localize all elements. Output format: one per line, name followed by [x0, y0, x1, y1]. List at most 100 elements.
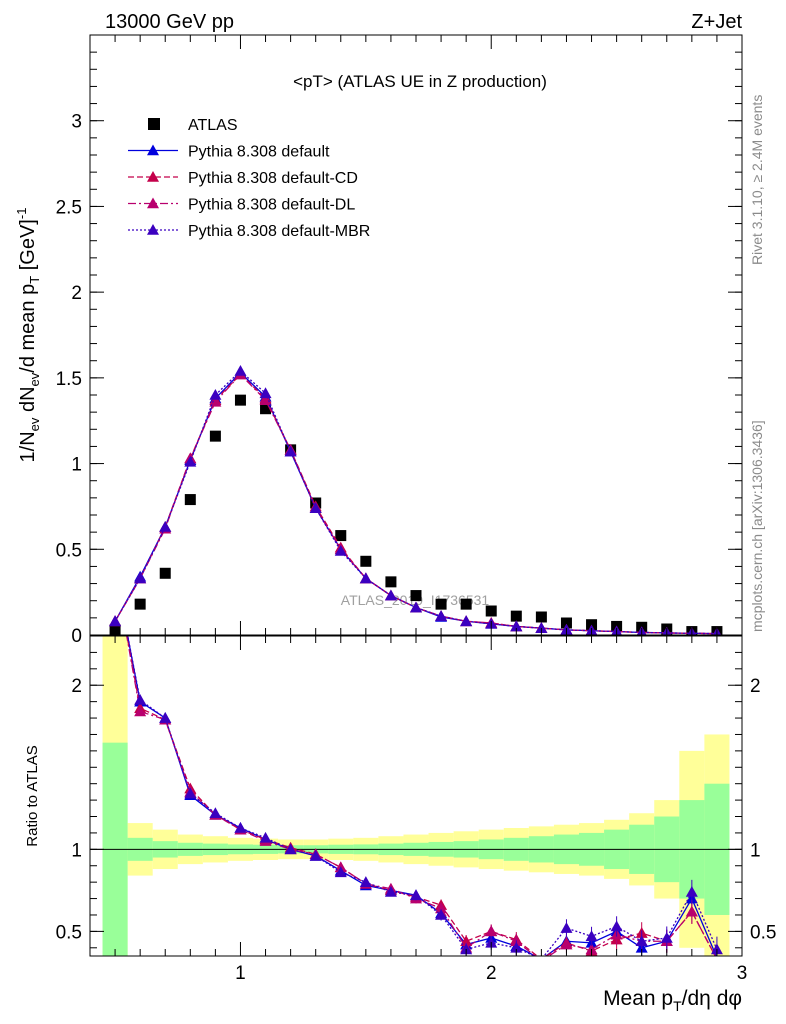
- ratio-point: [410, 889, 422, 901]
- ratio-panel: 0.5 0.5 1 1 2 2 1 2 3: [56, 635, 776, 984]
- ratio-point: [485, 925, 498, 937]
- mc-point: [510, 620, 523, 632]
- mc-point: [435, 610, 448, 621]
- mcplots-label: mcplots.cern.ch [arXiv:1306.3436]: [749, 420, 765, 632]
- legend-marker: [147, 224, 159, 235]
- mc-point: [410, 601, 422, 613]
- mc-point: [209, 395, 222, 407]
- main-y-axis-title: 1/Nev dNev/d mean pT [GeV]-1: [14, 208, 42, 463]
- uncertainty-band-outer: [102, 636, 730, 956]
- ratio-y-tick-label-right: 0.5: [750, 922, 776, 943]
- mc-point: [535, 622, 548, 633]
- atlas-data-point: [134, 598, 146, 610]
- atlas-data-point: [485, 605, 497, 617]
- ratio-point: [710, 943, 723, 955]
- mc-point: [234, 365, 247, 376]
- ratio-point: [159, 712, 172, 723]
- legend-marker: [147, 144, 159, 156]
- mc-point: [109, 615, 122, 627]
- main-title: <pT> (ATLAS UE in Z production): [293, 72, 547, 91]
- header-right: Z+Jet: [691, 11, 742, 33]
- legend-marker: [147, 197, 159, 209]
- ratio-y-tick-label: 1: [71, 840, 82, 861]
- legend: ATLAS Pythia 8.308 default Pythia 8.308 de…: [128, 117, 370, 240]
- x-tick-label: 1: [235, 963, 246, 984]
- ratio-point: [384, 886, 397, 897]
- atlas-data-point: [159, 567, 171, 579]
- ratio-y-tick-label: 0.5: [56, 922, 82, 943]
- atlas-data-point: [435, 598, 447, 610]
- legend-label: ATLAS: [188, 117, 238, 134]
- mc-point: [184, 455, 197, 467]
- legend-label: Pythia 8.308 default-CD: [188, 170, 358, 187]
- ratio-point: [134, 694, 147, 705]
- mc-point: [284, 445, 297, 457]
- atlas-data-point: [460, 598, 472, 610]
- mc-point: [334, 545, 347, 556]
- ratio-point: [685, 886, 698, 897]
- mc-point: [259, 387, 272, 399]
- ratio-point: [309, 849, 322, 861]
- ratio-point: [610, 920, 623, 932]
- ratio-y-tick-label-right: 1: [750, 840, 761, 861]
- main-y-tick-label: 0: [71, 626, 82, 647]
- ratio-y-axis-title: Ratio to ATLAS: [24, 745, 41, 846]
- main-y-tick-label: 0.5: [56, 540, 82, 561]
- mc-point: [134, 572, 147, 584]
- ratio-point: [435, 902, 448, 914]
- main-y-tick-label: 2.5: [56, 197, 82, 218]
- atlas-data-point: [184, 494, 196, 506]
- legend-marker-atlas: [148, 118, 160, 130]
- ratio-point: [209, 807, 222, 819]
- mc-point: [460, 615, 473, 627]
- ratio-point: [134, 705, 147, 717]
- legend-label: Pythia 8.308 default: [188, 144, 330, 161]
- atlas-data-point: [209, 430, 221, 442]
- atlas-data-point: [510, 610, 522, 622]
- ratio-point: [685, 905, 698, 917]
- x-tick-label: 3: [737, 963, 748, 984]
- x-axis-title: Mean pT/dη dφ: [603, 987, 742, 1014]
- ratio-point: [284, 843, 297, 855]
- ratio-point: [435, 908, 448, 920]
- ratio-point: [334, 866, 347, 878]
- atlas-data-point: [234, 394, 246, 406]
- header-left: 13000 GeV pp: [105, 11, 234, 33]
- ratio-point: [635, 935, 648, 947]
- atlas-data-point: [335, 530, 347, 542]
- ratio-point: [560, 922, 573, 933]
- mc-point: [359, 572, 372, 584]
- ratio-point: [510, 941, 523, 953]
- mc-point: [259, 394, 272, 405]
- main-panel: <pT> (ATLAS UE in Z production) ATLAS_20…: [56, 34, 743, 647]
- main-y-tick-label: 1: [71, 455, 82, 476]
- ratio-point: [234, 822, 247, 833]
- atlas-data-point: [260, 403, 272, 415]
- x-tick-label: 2: [486, 963, 497, 984]
- ratio-point: [359, 876, 372, 887]
- mc-point: [159, 521, 172, 532]
- ratio-point: [259, 831, 272, 843]
- ratio-point: [560, 938, 573, 950]
- mc-point: [209, 389, 222, 400]
- atlas-data-point: [560, 617, 572, 629]
- svg-text:1/Nev dNev/d mean pT [GeV]-1: 1/Nev dNev/d mean pT [GeV]-1: [14, 208, 42, 463]
- ratio-point: [585, 943, 598, 955]
- legend-marker: [147, 171, 159, 182]
- atlas-data-point: [385, 576, 397, 588]
- ratio-point: [660, 931, 673, 943]
- ratio-series-pythia-8-308-default-mbr: [127, 636, 723, 956]
- atlas-data-point: [360, 555, 372, 567]
- rivet-label: Rivet 3.1.10, ≥ 2.4M events: [749, 95, 765, 265]
- mc-point: [384, 589, 397, 601]
- ratio-point: [585, 930, 598, 942]
- ratio-y-tick-label: 2: [71, 676, 82, 697]
- legend-label: Pythia 8.308 default-MBR: [188, 223, 370, 240]
- atlas-data-point: [410, 590, 422, 602]
- main-y-tick-label: 1.5: [56, 369, 82, 390]
- ratio-point: [184, 787, 197, 799]
- ratio-y-tick-label-right: 2: [750, 676, 761, 697]
- mc-point: [309, 502, 322, 513]
- main-y-tick-label: 3: [71, 112, 82, 133]
